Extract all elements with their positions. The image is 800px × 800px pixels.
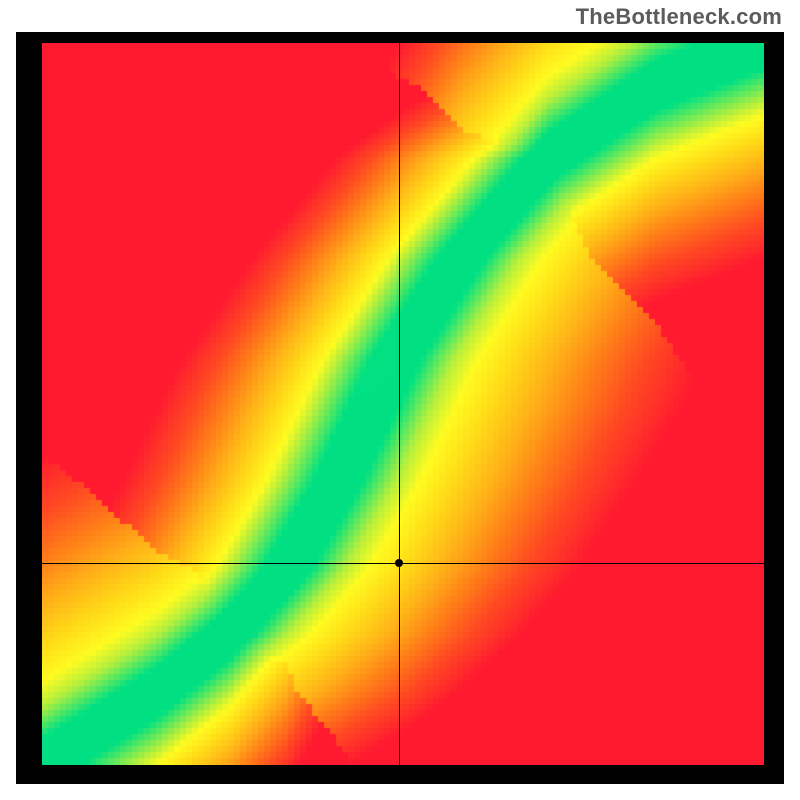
watermark: TheBottleneck.com bbox=[576, 4, 782, 30]
crosshair-marker bbox=[395, 559, 403, 567]
crosshair-vertical bbox=[399, 43, 400, 765]
heatmap-region bbox=[42, 43, 764, 765]
plot-background bbox=[16, 32, 784, 784]
heatmap-canvas bbox=[42, 43, 764, 765]
